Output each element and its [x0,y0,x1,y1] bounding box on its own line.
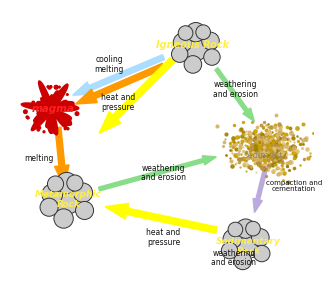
Circle shape [64,128,66,130]
Circle shape [43,131,45,133]
Text: weathering
and erosion: weathering and erosion [141,164,186,182]
Circle shape [196,25,210,39]
FancyArrow shape [215,68,254,122]
FancyArrow shape [76,63,165,104]
Circle shape [50,86,52,88]
FancyArrow shape [55,127,69,186]
Circle shape [251,229,269,246]
Text: heat and
pressure: heat and pressure [101,93,135,112]
Circle shape [236,219,255,238]
Text: compaction and
cementation: compaction and cementation [266,180,322,192]
Circle shape [34,119,37,122]
Circle shape [54,209,73,228]
Circle shape [186,22,205,42]
Circle shape [76,201,94,220]
Circle shape [38,126,41,129]
Circle shape [53,187,80,214]
Circle shape [254,245,270,262]
FancyArrow shape [253,165,268,213]
Circle shape [26,116,28,118]
Circle shape [183,36,208,61]
Text: melting: melting [24,154,54,163]
Circle shape [47,86,49,88]
Circle shape [67,94,68,95]
Circle shape [48,86,51,89]
Circle shape [221,242,238,259]
FancyArrow shape [99,58,174,133]
Polygon shape [21,81,79,135]
Circle shape [37,129,40,131]
Circle shape [246,221,260,236]
Circle shape [67,175,83,191]
Circle shape [73,183,93,202]
Circle shape [67,128,69,130]
Circle shape [234,252,251,270]
Circle shape [24,110,27,113]
Text: cooling
melting: cooling melting [95,55,124,74]
FancyArrow shape [73,55,165,95]
Text: heat and
pressure: heat and pressure [147,228,181,247]
Circle shape [171,46,188,62]
Circle shape [32,101,35,104]
Circle shape [228,222,243,237]
Circle shape [55,86,57,88]
Circle shape [173,33,192,52]
Circle shape [59,86,60,88]
Circle shape [184,56,202,73]
Circle shape [40,198,58,216]
Circle shape [42,184,63,205]
Circle shape [56,172,78,194]
Text: magma: magma [32,104,75,114]
Text: sediment: sediment [243,151,283,160]
Text: weathering
and erosion: weathering and erosion [211,249,256,267]
FancyArrow shape [105,203,217,233]
FancyArrow shape [99,156,216,191]
Text: weathering
and erosion: weathering and erosion [213,80,258,99]
Circle shape [204,49,220,65]
Circle shape [202,32,219,50]
Circle shape [27,117,29,119]
Circle shape [233,232,258,257]
Text: Metamorphic
Rock: Metamorphic Rock [35,190,102,209]
Circle shape [47,176,64,192]
Circle shape [75,112,79,115]
Text: Igneous Rock: Igneous Rock [156,40,229,50]
Circle shape [54,86,58,89]
Text: Sedimentary
Rock: Sedimentary Rock [216,237,281,255]
Circle shape [178,26,193,40]
Circle shape [223,229,242,248]
